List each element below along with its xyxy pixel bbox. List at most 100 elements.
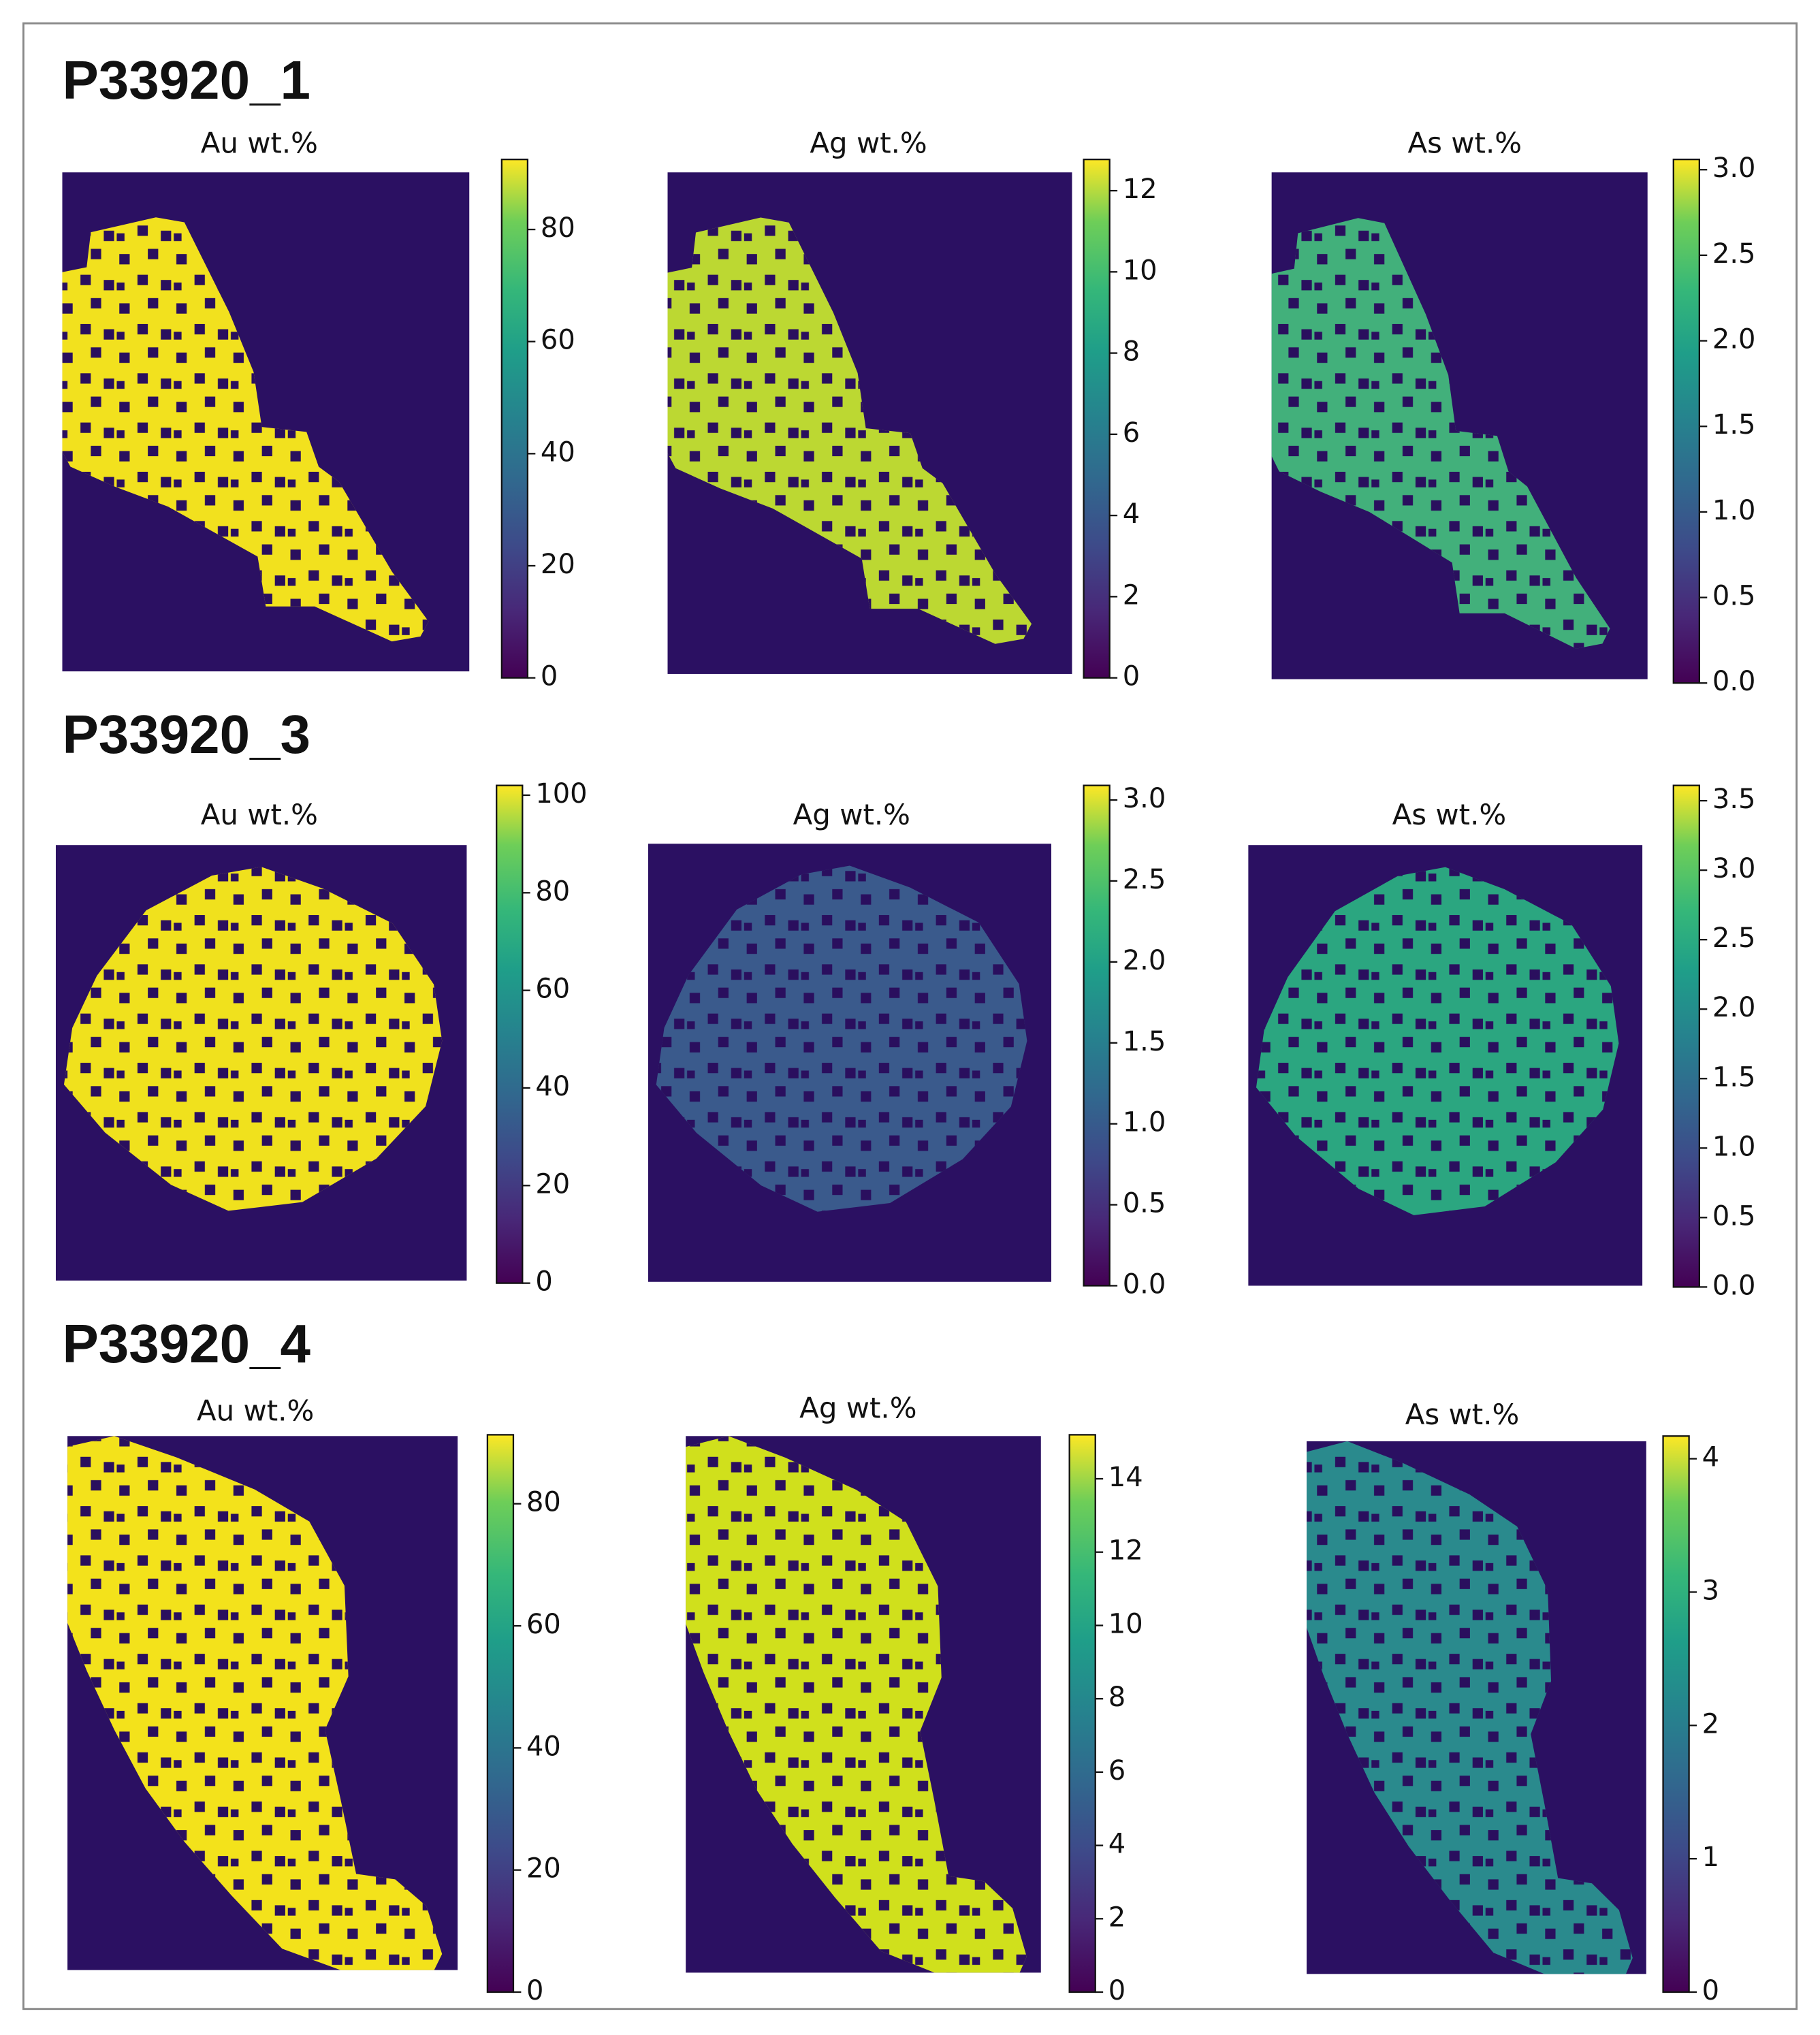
colorbar-tick-label: 2.0 — [1123, 945, 1166, 976]
colorbar-tick-label: 60 — [526, 1609, 561, 1640]
colorbar-tick-label: 0 — [541, 661, 558, 692]
colorbar-tick-label: 20 — [541, 549, 575, 580]
panel-title: Ag wt.% — [793, 798, 910, 831]
colorbar-tick-label: 10 — [1108, 1608, 1143, 1639]
colorbar-tick-label: 0.5 — [1712, 581, 1756, 612]
map-pores — [67, 1436, 443, 1970]
colorbar-tick-label: 4 — [1702, 1442, 1719, 1473]
colorbar-tick-label: 0 — [1702, 1975, 1719, 2006]
colorbar-tick-label: 1.5 — [1123, 1026, 1166, 1057]
colorbar-tick-label: 14 — [1108, 1462, 1143, 1493]
row-title: P33920_1 — [62, 50, 310, 110]
row-title: P33920_3 — [62, 704, 310, 765]
colorbar-tick-label: 6 — [1108, 1755, 1125, 1786]
colorbar-tick-label: 1.0 — [1712, 495, 1756, 526]
colorbar-tick-label: 8 — [1108, 1682, 1125, 1713]
colorbar — [1662, 1435, 1690, 1993]
map-pores — [1256, 867, 1619, 1215]
colorbar-tick-label: 3.0 — [1123, 783, 1166, 814]
colorbar-tick-label: 3.5 — [1712, 784, 1756, 815]
colorbar — [1068, 1434, 1096, 1993]
colorbar-tick-label: 8 — [1123, 336, 1140, 368]
panel: Ag wt.% 0 2 4 6 8 10 12 14 — [686, 1392, 1143, 2006]
colorbar — [500, 159, 529, 679]
colorbar-tick-label: 0.5 — [1123, 1188, 1166, 1219]
colorbar-tick-label: 0 — [1108, 1975, 1125, 2006]
panel: As wt.% 0 1 2 3 4 — [1307, 1398, 1719, 2006]
colorbar-tick-label: 3 — [1702, 1575, 1719, 1606]
colorbar-tick-label: 40 — [541, 436, 575, 468]
colorbar-tick-label: 20 — [526, 1853, 561, 1885]
colorbar-tick-label: 40 — [535, 1071, 570, 1102]
colorbar-tick-label: 6 — [1123, 417, 1140, 449]
colorbar — [486, 1434, 515, 1993]
map-pores — [63, 867, 443, 1211]
colorbar-tick-label: 1.0 — [1712, 1131, 1756, 1162]
map-pores — [686, 1436, 1027, 1973]
colorbar-tick-label: 1.5 — [1712, 409, 1756, 440]
colorbar-tick-label: 80 — [526, 1487, 561, 1518]
colorbar-tick-label: 60 — [541, 325, 575, 356]
panel-title: Au wt.% — [197, 1394, 314, 1428]
colorbar-tick-label: 2 — [1702, 1708, 1719, 1740]
colorbar — [1083, 159, 1111, 679]
panel-title: As wt.% — [1408, 127, 1522, 160]
panel: As wt.% 0.0 0.5 1.0 1.5 2.0 2.5 3.0 3.5 — [1248, 784, 1755, 1301]
colorbar-tick-label: 0 — [1123, 661, 1140, 692]
colorbar-tick-label: 100 — [535, 778, 587, 810]
colorbar-tick-label: 1 — [1702, 1842, 1719, 1873]
colorbar — [1672, 159, 1700, 684]
colorbar-tick-label: 40 — [526, 1731, 561, 1762]
colorbar-tick-label: 0 — [526, 1975, 543, 2006]
colorbar — [1083, 784, 1111, 1287]
colorbar-tick-label: 4 — [1123, 498, 1140, 530]
panel: Ag wt.% 0.0 0.5 1.0 1.5 2.0 2.5 3.0 — [648, 783, 1166, 1300]
panel-title: As wt.% — [1405, 1398, 1520, 1431]
colorbar-tick-label: 2.5 — [1712, 238, 1756, 270]
colorbar-tick-label: 0 — [535, 1266, 552, 1298]
panel: As wt.% 0.0 0.5 1.0 1.5 2.0 2.5 3.0 — [1271, 127, 1756, 697]
map-pores — [62, 217, 429, 642]
panel: Au wt.% 0 20 40 60 80 — [67, 1394, 561, 2006]
colorbar-tick-label: 80 — [535, 876, 570, 907]
colorbar-tick-label: 12 — [1123, 174, 1158, 205]
colorbar-tick-label: 2.0 — [1712, 992, 1756, 1023]
colorbar-tick-label: 1.0 — [1123, 1107, 1166, 1138]
map-pores — [1271, 218, 1610, 649]
panel: Au wt.% 0 20 40 60 80 100 — [55, 778, 588, 1298]
map-pores — [1307, 1441, 1633, 1974]
colorbar-tick-label: 10 — [1123, 255, 1158, 286]
colorbar-tick-label: 80 — [541, 212, 575, 244]
colorbar — [496, 784, 524, 1284]
row-title: P33920_4 — [62, 1313, 310, 1374]
colorbar-tick-label: 0.5 — [1712, 1200, 1756, 1232]
colorbar-tick-label: 0.0 — [1712, 666, 1756, 697]
map-pores — [667, 217, 1032, 644]
panel-title: Ag wt.% — [799, 1392, 916, 1425]
colorbar — [1672, 784, 1700, 1288]
colorbar-tick-label: 3.0 — [1712, 853, 1756, 884]
colorbar-tick-label: 20 — [535, 1168, 570, 1200]
map-pores — [656, 865, 1027, 1212]
colorbar-tick-label: 4 — [1108, 1829, 1125, 1860]
colorbar-tick-label: 2 — [1123, 579, 1140, 611]
colorbar-tick-label: 2.0 — [1712, 324, 1756, 355]
panel: Ag wt.% 0 2 4 6 8 10 12 — [667, 127, 1158, 692]
colorbar-tick-label: 60 — [535, 974, 570, 1005]
panel: Au wt.% 0 20 40 60 80 — [62, 127, 575, 692]
colorbar-tick-label: 3.0 — [1712, 153, 1756, 184]
colorbar-tick-label: 2.5 — [1123, 864, 1166, 895]
colorbar-tick-label: 0.0 — [1712, 1270, 1756, 1301]
frame — [22, 22, 1798, 2010]
colorbar-tick-label: 12 — [1108, 1535, 1143, 1567]
colorbar-tick-label: 2 — [1108, 1902, 1125, 1933]
colorbar-tick-label: 1.5 — [1712, 1061, 1756, 1093]
panel-title: Au wt.% — [201, 798, 318, 831]
colorbar-tick-label: 2.5 — [1712, 923, 1756, 954]
panel-title: Ag wt.% — [810, 127, 927, 160]
colorbar-tick-label: 0.0 — [1123, 1268, 1166, 1300]
panel-title: As wt.% — [1392, 798, 1507, 831]
panel-title: Au wt.% — [201, 127, 318, 160]
